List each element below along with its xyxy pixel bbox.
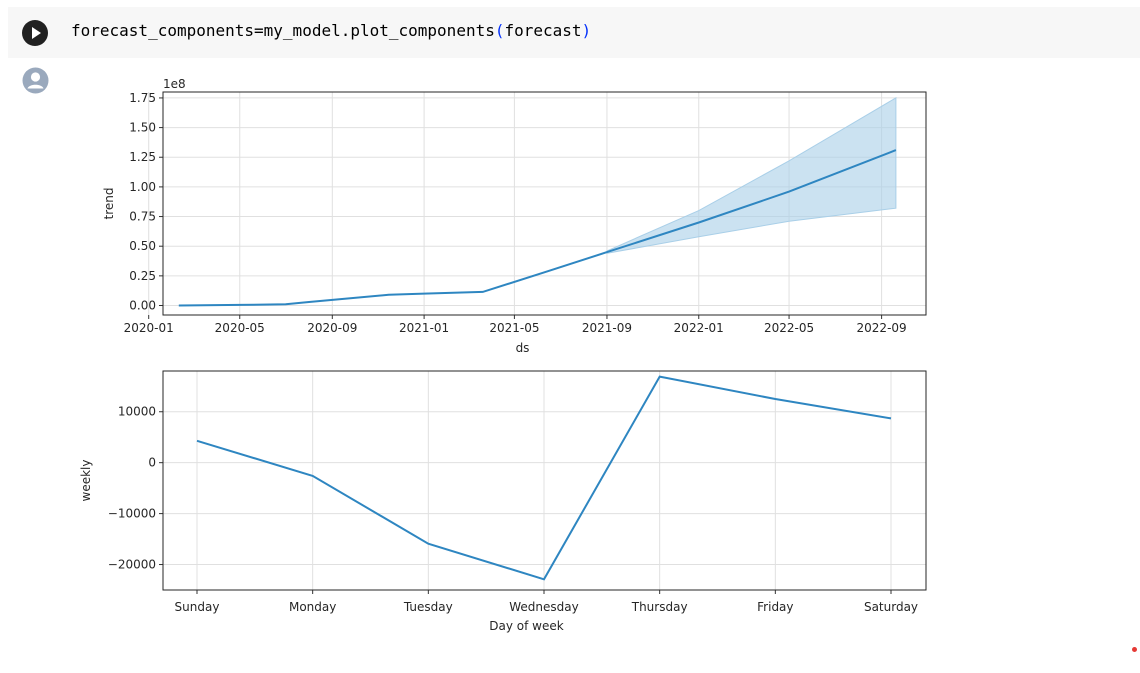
weekly-x-tick-label: Sunday — [175, 600, 220, 614]
trend-x-axis-label: ds — [516, 341, 530, 355]
trend-y-offset-label: 1e8 — [163, 77, 186, 91]
trend-y-tick-label: 0.25 — [129, 269, 156, 283]
trend-x-tick-label: 2020-09 — [307, 321, 357, 335]
trend-y-tick-label: 1.75 — [129, 91, 156, 105]
trend-y-tick-label: 0.50 — [129, 239, 156, 253]
trend-uncertainty-band — [606, 97, 897, 254]
trend-x-tick-label: 2021-01 — [399, 321, 449, 335]
weekly-y-tick-label: −20000 — [108, 558, 156, 572]
weekly-x-tick-label: Friday — [757, 600, 793, 614]
weekly-x-tick-label: Tuesday — [403, 600, 453, 614]
trend-x-tick-label: 2022-09 — [857, 321, 907, 335]
trend-y-tick-label: 1.25 — [129, 150, 156, 164]
account-circle-icon — [22, 67, 49, 94]
code-cell[interactable]: forecast_components=my_model.plot_compon… — [8, 7, 1140, 58]
trend-x-tick-label: 2021-05 — [489, 321, 539, 335]
weekly-x-tick-label: Saturday — [864, 600, 918, 614]
trend-y-axis-label: trend — [102, 188, 116, 220]
weekly-plot-frame — [162, 370, 927, 591]
code-paren-close: ) — [581, 21, 592, 40]
weekly-x-tick-label: Monday — [289, 600, 336, 614]
trend-line — [178, 149, 897, 307]
weekly-y-tick-label: −10000 — [108, 507, 156, 521]
trend-y-tick-label: 1.50 — [129, 121, 156, 135]
trend-x-tick-label: 2022-05 — [764, 321, 814, 335]
weekly-x-tick-label: Wednesday — [509, 600, 578, 614]
red-dot-marker — [1132, 647, 1137, 652]
trend-x-tick-label: 2020-01 — [124, 321, 174, 335]
weekly-line — [196, 375, 892, 581]
trend-y-tick-label: 1.00 — [129, 180, 156, 194]
output-account-icon[interactable] — [22, 67, 49, 94]
weekly-y-axis-label: weekly — [79, 460, 93, 502]
trend-plot-frame — [162, 91, 927, 316]
weekly-x-tick-label: Thursday — [631, 600, 688, 614]
code-text: forecast_components=my_model.plot_compon… — [71, 21, 495, 40]
code-argument: forecast — [504, 21, 582, 40]
trend-x-tick-label: 2021-09 — [582, 321, 632, 335]
trend-x-tick-label: 2022-01 — [674, 321, 724, 335]
run-cell-button[interactable] — [22, 20, 48, 46]
code-editor[interactable]: forecast_components=my_model.plot_compon… — [71, 20, 591, 42]
play-icon — [32, 27, 41, 39]
trend-y-tick-label: 0.00 — [129, 299, 156, 313]
trend-y-tick-label: 0.75 — [129, 210, 156, 224]
code-paren-open: ( — [494, 21, 505, 40]
trend-x-tick-label: 2020-05 — [215, 321, 265, 335]
weekly-y-tick-label: 10000 — [118, 405, 156, 419]
weekly-x-axis-label: Day of week — [489, 619, 563, 633]
weekly-y-tick-label: 0 — [148, 456, 156, 470]
